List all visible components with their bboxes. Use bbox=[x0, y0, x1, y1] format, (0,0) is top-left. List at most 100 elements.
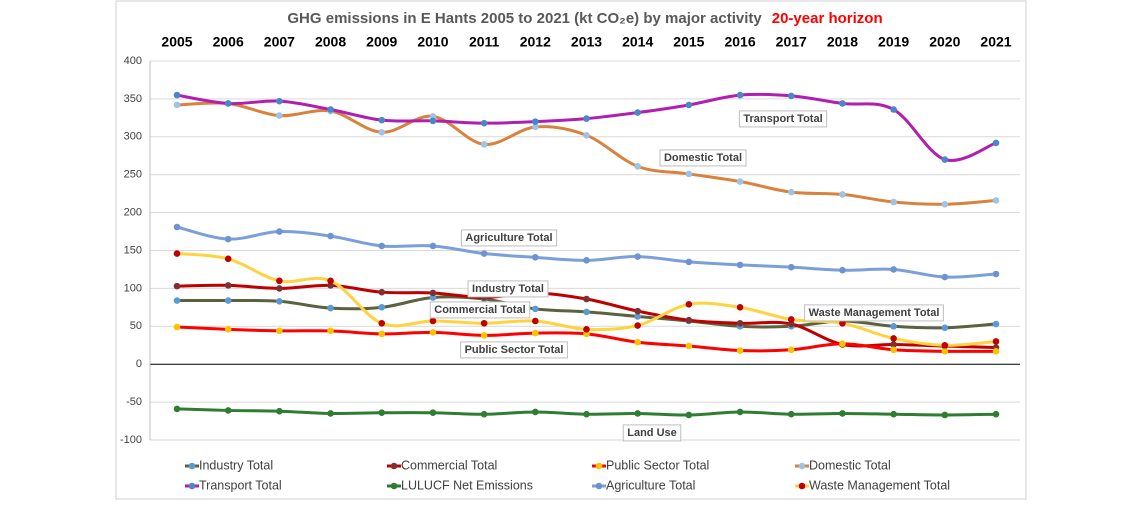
data-point bbox=[685, 258, 693, 266]
data-point bbox=[224, 297, 232, 304]
legend-label: Transport Total bbox=[199, 478, 282, 492]
data-point bbox=[787, 316, 795, 323]
data-point bbox=[327, 327, 334, 335]
data-point bbox=[327, 282, 334, 289]
x-tick-label: 2020 bbox=[929, 34, 960, 50]
data-point bbox=[941, 156, 949, 163]
annotation-label: Agriculture Total bbox=[465, 232, 552, 244]
x-tick-label: 2010 bbox=[417, 34, 448, 50]
data-point bbox=[839, 266, 846, 274]
data-point bbox=[992, 410, 1000, 418]
x-tick-label: 2019 bbox=[878, 34, 909, 50]
legend-marker bbox=[390, 462, 398, 470]
data-point bbox=[429, 289, 437, 297]
data-point bbox=[787, 263, 795, 271]
data-point bbox=[890, 106, 897, 113]
data-point bbox=[634, 410, 641, 417]
data-point bbox=[583, 295, 590, 303]
data-point bbox=[480, 119, 488, 127]
data-point bbox=[276, 407, 283, 415]
data-point bbox=[787, 92, 795, 100]
data-point bbox=[276, 297, 283, 305]
data-point bbox=[736, 347, 744, 354]
data-point bbox=[532, 118, 539, 125]
annotation-label: Transport Total bbox=[743, 113, 822, 125]
legend-label: Domestic Total bbox=[809, 458, 891, 472]
annotation: Waste Management Total bbox=[804, 304, 944, 322]
data-point bbox=[839, 340, 846, 348]
data-point bbox=[276, 97, 283, 105]
data-point bbox=[429, 113, 437, 120]
legend-label: Commercial Total bbox=[401, 458, 497, 472]
annotation-box bbox=[467, 280, 549, 298]
data-point bbox=[276, 228, 283, 235]
legend-marker bbox=[390, 482, 398, 490]
annotation-box bbox=[659, 149, 747, 167]
data-point bbox=[583, 257, 590, 264]
data-point bbox=[224, 326, 232, 333]
data-point bbox=[787, 188, 795, 196]
data-point bbox=[327, 106, 334, 113]
annotation-box bbox=[429, 301, 531, 319]
data-point bbox=[890, 335, 897, 342]
data-point bbox=[429, 329, 437, 336]
data-point bbox=[583, 131, 590, 139]
data-point bbox=[378, 116, 386, 124]
annotation-box bbox=[460, 229, 558, 247]
data-point bbox=[480, 410, 488, 418]
data-point bbox=[992, 348, 1000, 355]
x-tick-label: 2009 bbox=[366, 34, 397, 50]
data-point bbox=[941, 200, 949, 208]
data-point bbox=[839, 100, 846, 107]
data-point bbox=[992, 338, 1000, 345]
legend-label: Public Sector Total bbox=[606, 458, 709, 472]
data-point bbox=[736, 178, 744, 185]
data-point bbox=[890, 341, 897, 348]
data-point bbox=[941, 324, 949, 332]
data-point bbox=[736, 408, 744, 416]
data-point bbox=[224, 100, 232, 107]
x-tick-label: 2008 bbox=[315, 34, 346, 50]
chart-title: GHG emissions in E Hants 2005 to 2021 (k… bbox=[287, 10, 762, 27]
legend-label: LULUCF Net Emissions bbox=[401, 478, 533, 492]
data-point bbox=[429, 409, 437, 417]
data-point bbox=[839, 319, 846, 327]
data-point bbox=[173, 282, 181, 290]
data-point bbox=[429, 294, 437, 301]
data-point bbox=[173, 323, 181, 331]
x-tick-label: 2013 bbox=[571, 34, 602, 50]
annotation: Land Use bbox=[622, 424, 682, 442]
y-tick-label: 50 bbox=[130, 320, 142, 332]
data-point bbox=[224, 235, 232, 243]
x-tick-label: 2015 bbox=[673, 34, 704, 50]
data-point bbox=[992, 197, 1000, 204]
data-point bbox=[480, 141, 488, 148]
data-point bbox=[685, 316, 693, 324]
data-point bbox=[173, 91, 181, 99]
annotation-box bbox=[460, 341, 568, 359]
y-tick-label: 350 bbox=[124, 93, 142, 105]
x-tick-label: 2021 bbox=[980, 34, 1011, 50]
data-point bbox=[736, 319, 744, 327]
data-point bbox=[378, 128, 386, 136]
annotation: Domestic Total bbox=[659, 149, 747, 167]
data-point bbox=[787, 320, 795, 328]
legend-label: Waste Management Total bbox=[809, 478, 950, 492]
data-point bbox=[890, 410, 897, 418]
legend-marker bbox=[595, 462, 603, 470]
data-point bbox=[787, 346, 795, 354]
data-point bbox=[480, 319, 488, 327]
data-point bbox=[532, 408, 539, 416]
data-point bbox=[941, 341, 949, 349]
data-point bbox=[224, 407, 232, 414]
annotation: Agriculture Total bbox=[460, 229, 558, 247]
chart-heading: GHG emissions in E Hants 2005 to 2021 (k… bbox=[287, 10, 882, 27]
data-point bbox=[378, 319, 386, 327]
data-point bbox=[327, 232, 334, 240]
data-point bbox=[327, 410, 334, 417]
data-point bbox=[224, 282, 232, 289]
legend-marker bbox=[188, 462, 196, 470]
data-point bbox=[634, 163, 641, 170]
annotation-box bbox=[622, 424, 682, 442]
